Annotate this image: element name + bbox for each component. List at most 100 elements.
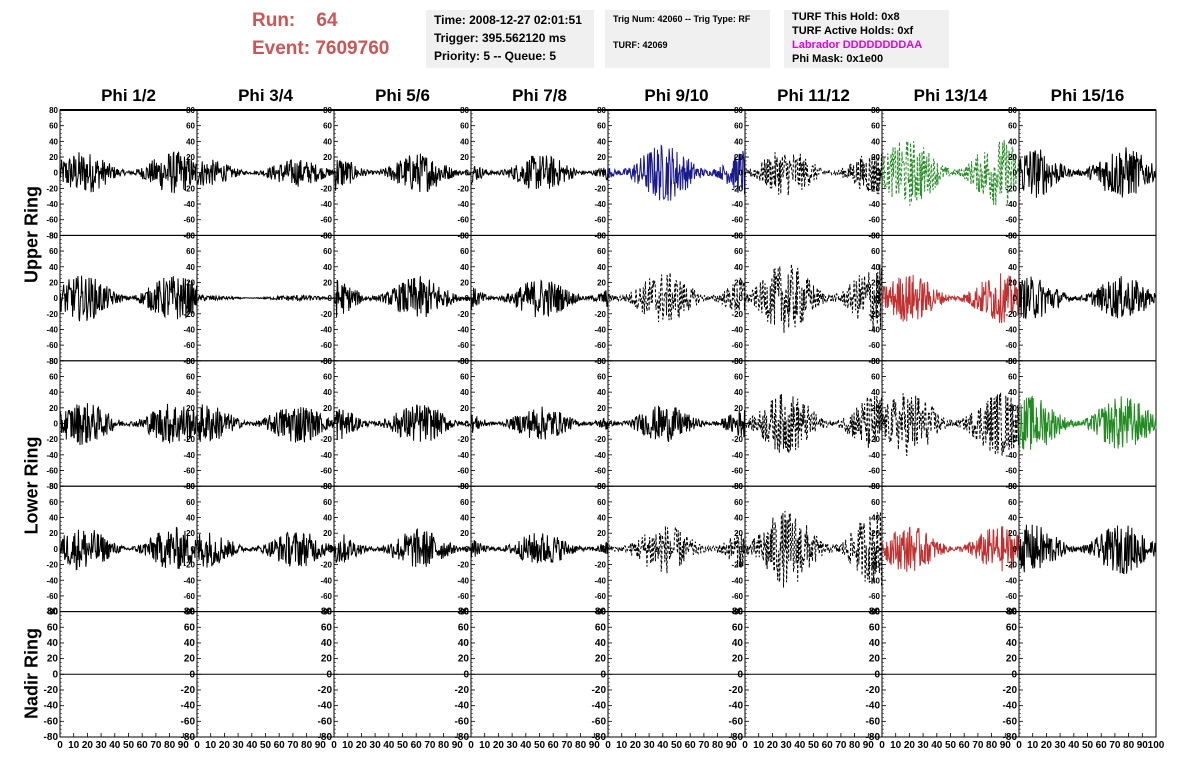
y-tick-label: 40	[1008, 388, 1017, 397]
y-tick-label: -60	[183, 341, 195, 350]
x-tick-label: 20	[630, 740, 642, 751]
y-tick-label: 20	[732, 654, 744, 665]
y-tick-label: -60	[457, 592, 469, 601]
y-tick-label: 40	[321, 638, 333, 649]
y-tick-label: 40	[47, 638, 59, 649]
y-tick-label: 80	[869, 607, 881, 618]
y-tick-label: -60	[594, 467, 606, 476]
y-tick-label: 20	[49, 153, 58, 162]
x-tick-label: 50	[1082, 740, 1094, 751]
x-tick-label: 0	[879, 740, 885, 751]
y-tick-label: -40	[46, 325, 58, 334]
y-tick-label: 60	[734, 372, 743, 381]
x-tick-label: 30	[507, 740, 519, 751]
y-tick-label: 20	[597, 404, 606, 413]
x-tick-label: 30	[1055, 740, 1067, 751]
x-tick-label: 90	[1137, 740, 1149, 751]
y-tick-label: 60	[597, 122, 606, 131]
waveform-series	[881, 526, 1020, 572]
time-text: Time: 2008-12-27 02:01:51	[434, 13, 582, 27]
waveform-series	[59, 403, 198, 446]
run-value: 64	[316, 10, 338, 31]
y-tick-label: -40	[731, 576, 743, 585]
y-tick-label: -20	[183, 435, 195, 444]
y-tick-label: 80	[871, 482, 880, 491]
priority-text: Priority: 5 -- Queue: 5	[434, 49, 557, 63]
y-tick-label: 80	[323, 357, 332, 366]
y-tick-label: 0	[602, 545, 607, 554]
y-tick-label: 80	[460, 357, 469, 366]
y-tick-label: -60	[731, 467, 743, 476]
column-title: Phi 15/16	[1050, 86, 1125, 105]
x-tick-label: 10	[342, 740, 354, 751]
y-tick-label: 80	[323, 482, 332, 491]
y-tick-label: 80	[323, 106, 332, 115]
x-tick-label: 80	[712, 740, 724, 751]
y-tick-label: -60	[46, 592, 58, 601]
y-tick-label: -20	[46, 435, 58, 444]
y-tick-label: 60	[323, 498, 332, 507]
time-info-box: Time: 2008-12-27 02:01:51 Trigger: 395.5…	[426, 10, 594, 68]
x-tick-label: 40	[657, 740, 669, 751]
y-tick-label: 60	[869, 622, 881, 633]
x-tick-label: 80	[1123, 740, 1135, 751]
y-tick-label: -40	[183, 576, 195, 585]
y-tick-label: -20	[183, 184, 195, 193]
y-tick-label: 40	[49, 388, 58, 397]
y-tick-label: -60	[44, 716, 59, 727]
y-tick-label: -40	[183, 325, 195, 334]
y-tick-label: 60	[595, 622, 607, 633]
run-line: Run: 64	[252, 10, 338, 32]
y-tick-label: 80	[732, 607, 744, 618]
y-tick-label: -60	[46, 341, 58, 350]
y-tick-label: 80	[186, 482, 195, 491]
y-tick-label: 0	[739, 294, 744, 303]
waveform-series	[607, 405, 746, 443]
y-tick-label: -40	[1005, 576, 1017, 585]
y-tick-label: 60	[49, 122, 58, 131]
waveform-series	[196, 404, 335, 443]
waveform-series	[744, 263, 883, 333]
x-tick-label: 70	[835, 740, 847, 751]
y-tick-label: -40	[594, 200, 606, 209]
y-tick-label: 40	[460, 137, 469, 146]
waveform-series	[333, 527, 472, 567]
y-tick-label: -20	[1003, 685, 1018, 696]
y-tick-label: -60	[183, 592, 195, 601]
y-tick-label: 40	[323, 514, 332, 523]
x-tick-label: 90	[589, 740, 601, 751]
y-tick-label: -80	[318, 732, 333, 743]
x-tick-label: 100	[1148, 740, 1165, 751]
y-tick-label: -40	[455, 701, 470, 712]
y-tick-label: 80	[1008, 482, 1017, 491]
y-tick-label: 0	[463, 669, 469, 680]
y-tick-label: -40	[457, 200, 469, 209]
y-tick-label: 80	[734, 357, 743, 366]
y-tick-label: -40	[320, 576, 332, 585]
x-tick-label: 10	[479, 740, 491, 751]
y-tick-label: -60	[594, 592, 606, 601]
x-tick-label: 20	[219, 740, 231, 751]
y-tick-label: -60	[868, 467, 880, 476]
x-tick-label: 0	[605, 740, 611, 751]
y-tick-label: -20	[592, 685, 607, 696]
y-tick-label: 80	[49, 106, 58, 115]
y-tick-label: 0	[191, 545, 196, 554]
y-tick-label: -20	[44, 685, 59, 696]
run-event-box: Run: 64 Event: 7609760	[252, 10, 417, 68]
y-tick-label: 40	[323, 388, 332, 397]
y-tick-label: 80	[1008, 357, 1017, 366]
y-tick-label: 20	[1006, 654, 1018, 665]
y-tick-label: 40	[460, 514, 469, 523]
x-tick-label: 20	[904, 740, 916, 751]
waveform-series	[470, 406, 609, 440]
y-tick-label: -80	[46, 357, 58, 366]
x-tick-label: 60	[274, 740, 286, 751]
x-tick-label: 40	[109, 740, 121, 751]
y-tick-label: 20	[734, 153, 743, 162]
y-tick-label: 80	[186, 231, 195, 240]
y-tick-label: -40	[729, 701, 744, 712]
column-title: Phi 7/8	[512, 86, 567, 105]
y-tick-label: 60	[186, 122, 195, 131]
y-tick-label: 0	[602, 169, 607, 178]
